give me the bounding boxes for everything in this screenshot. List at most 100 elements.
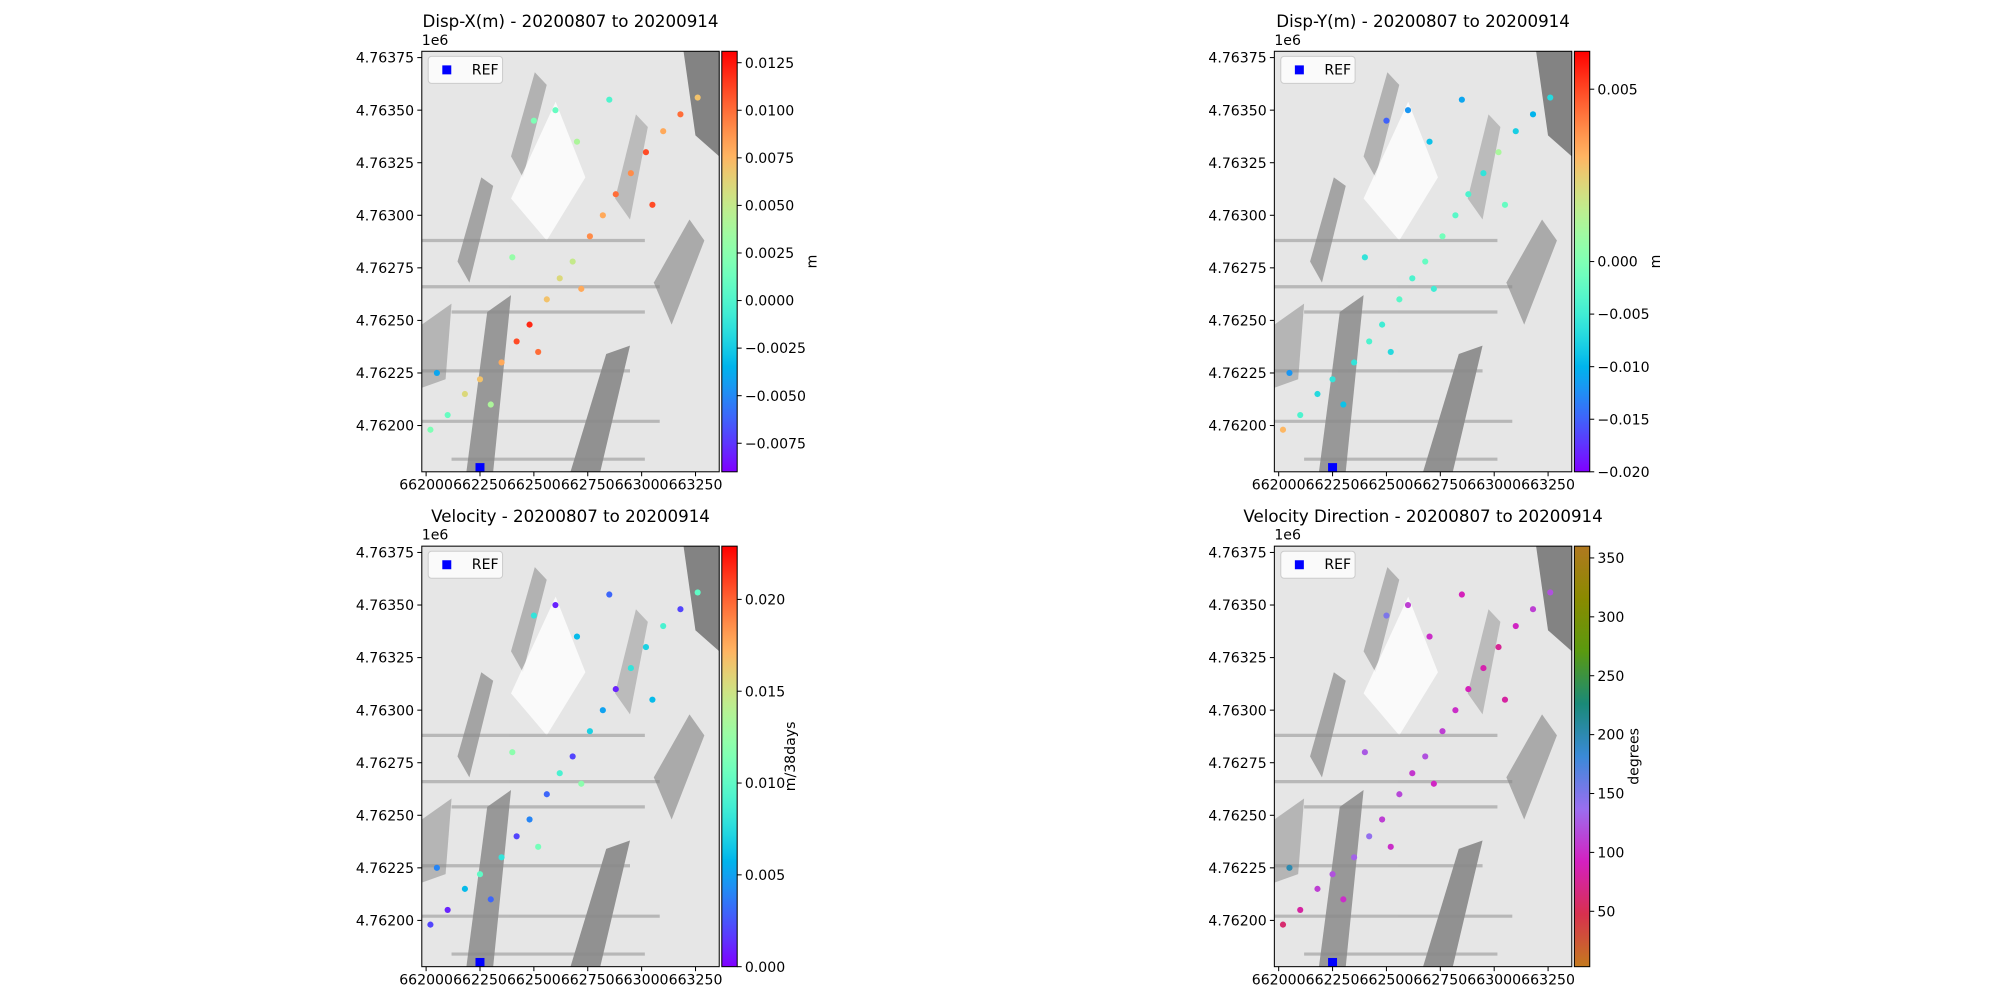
hillshade-shadow bbox=[683, 546, 720, 652]
x-tick-label: 662250 bbox=[453, 478, 507, 494]
scatter-point bbox=[1439, 728, 1446, 735]
scatter-point bbox=[660, 128, 667, 135]
legend-label: REF bbox=[472, 557, 499, 573]
colorbar-label: degrees bbox=[1626, 728, 1642, 785]
colorbar-tick-label: 250 bbox=[1597, 669, 1624, 685]
x-tick-label: 662000 bbox=[399, 973, 453, 989]
colorbar-tick-label: 0.015 bbox=[745, 684, 785, 700]
scatter-point bbox=[1340, 401, 1347, 408]
offset-text: 1e6 bbox=[422, 528, 449, 544]
hillshade-shadow bbox=[1536, 546, 1572, 652]
scatter-point bbox=[552, 601, 559, 609]
x-tick-label: 663250 bbox=[1521, 478, 1575, 494]
axes-frame bbox=[1273, 50, 1573, 473]
y-tick-label: 4.76250 bbox=[356, 808, 414, 824]
y-tick-label: 4.76225 bbox=[1208, 861, 1266, 877]
scatter-point bbox=[627, 170, 634, 177]
y-tick-label: 4.76250 bbox=[356, 314, 414, 330]
scatter-point bbox=[599, 212, 606, 219]
hillshade-shadow bbox=[653, 714, 705, 820]
x-tick-label: 662000 bbox=[1252, 973, 1306, 989]
y-tick-label: 4.76375 bbox=[356, 51, 414, 67]
scatter-point bbox=[526, 816, 533, 823]
y-tick-label: 4.76200 bbox=[356, 419, 414, 435]
scatter-point bbox=[627, 665, 634, 672]
colorbar-tick-label: 0.0025 bbox=[745, 246, 794, 262]
colorbar-tick-label: 0.0050 bbox=[745, 199, 794, 215]
scatter-point bbox=[642, 149, 650, 156]
scatter-point bbox=[543, 791, 550, 798]
scatter-point bbox=[556, 770, 563, 777]
scatter-point bbox=[1409, 275, 1416, 282]
x-tick-label: 662500 bbox=[507, 478, 561, 494]
scatter-point bbox=[1426, 633, 1433, 640]
scatter-point bbox=[444, 906, 451, 913]
scatter-point bbox=[543, 296, 550, 303]
hillshade-shadow bbox=[1423, 840, 1483, 967]
y-tick-label: 4.76350 bbox=[356, 103, 414, 119]
hillshade-shadow bbox=[1467, 114, 1501, 220]
scatter-point bbox=[649, 696, 656, 703]
y-tick-label: 4.76300 bbox=[1208, 703, 1266, 719]
legend-box bbox=[1280, 55, 1356, 84]
scatter-point bbox=[1458, 591, 1465, 598]
scatter-point bbox=[1340, 896, 1347, 903]
scatter-point bbox=[1512, 622, 1519, 630]
scatter-point bbox=[1314, 885, 1321, 892]
x-tick-label: 662500 bbox=[1360, 478, 1414, 494]
hillshade-shadow bbox=[1363, 72, 1400, 178]
scatter-points bbox=[427, 589, 701, 928]
y-tick-label: 4.76350 bbox=[1208, 598, 1266, 614]
scatter-point bbox=[1529, 606, 1537, 613]
colorbar-tick-label: 0.020 bbox=[745, 593, 785, 609]
axes-frame bbox=[421, 50, 720, 473]
scatter-point bbox=[509, 749, 516, 756]
chart-title: Disp-Y(m) - 20200807 to 20200914 bbox=[1276, 12, 1570, 31]
scatter-point bbox=[660, 622, 667, 630]
scatter-point bbox=[1396, 296, 1403, 303]
scatter-point bbox=[1409, 770, 1416, 777]
x-tick-label: 663250 bbox=[1521, 973, 1575, 989]
scatter-point bbox=[606, 96, 613, 103]
y-tick-label: 4.76325 bbox=[1208, 651, 1266, 667]
hillshade-shadow bbox=[1536, 51, 1572, 157]
hillshade-shadow bbox=[421, 303, 452, 388]
colorbar-label: m bbox=[805, 255, 821, 269]
legend-marker bbox=[1294, 65, 1304, 75]
scatter-point bbox=[569, 258, 576, 265]
y-tick-label: 4.76275 bbox=[1208, 261, 1266, 277]
y-tick-label: 4.76250 bbox=[1208, 314, 1266, 330]
scatter-point bbox=[1387, 843, 1394, 850]
x-tick-label: 662500 bbox=[507, 973, 561, 989]
scatter-point bbox=[573, 633, 581, 640]
y-tick-label: 4.76225 bbox=[1208, 366, 1266, 382]
colorbar-tick-label: −0.0075 bbox=[745, 436, 806, 452]
scatter-point bbox=[530, 117, 537, 124]
scatter-point bbox=[1480, 665, 1487, 672]
hillshade bbox=[1274, 546, 1572, 967]
hillshade-shadow bbox=[1467, 609, 1501, 715]
scatter-point bbox=[586, 233, 593, 240]
scatter-point bbox=[1426, 138, 1433, 145]
colorbar-tick-label: −0.0050 bbox=[745, 389, 806, 405]
scatter-point bbox=[535, 843, 542, 850]
hillshade-shadow bbox=[653, 219, 705, 325]
colorbar bbox=[1573, 50, 1591, 473]
colorbar-tick-label: 300 bbox=[1597, 610, 1624, 626]
colorbar-tick-label: −0.0025 bbox=[745, 341, 806, 357]
hillshade-shadow bbox=[1506, 714, 1557, 820]
scatter-point bbox=[1512, 128, 1519, 135]
hillshade-shadow bbox=[511, 101, 586, 241]
colorbar bbox=[1573, 545, 1591, 968]
hillshade-shadow bbox=[1506, 219, 1557, 325]
scatter-point bbox=[513, 338, 520, 345]
ref-marker bbox=[475, 463, 485, 473]
x-tick-label: 662750 bbox=[1413, 973, 1467, 989]
scatter-point bbox=[498, 359, 505, 366]
y-tick-label: 4.76350 bbox=[1208, 103, 1266, 119]
colorbar-tick-label: 0.005 bbox=[745, 868, 785, 884]
hillshade-shadow bbox=[421, 798, 452, 883]
y-tick-label: 4.76375 bbox=[1208, 51, 1266, 67]
hillshade-shadow bbox=[570, 345, 630, 472]
